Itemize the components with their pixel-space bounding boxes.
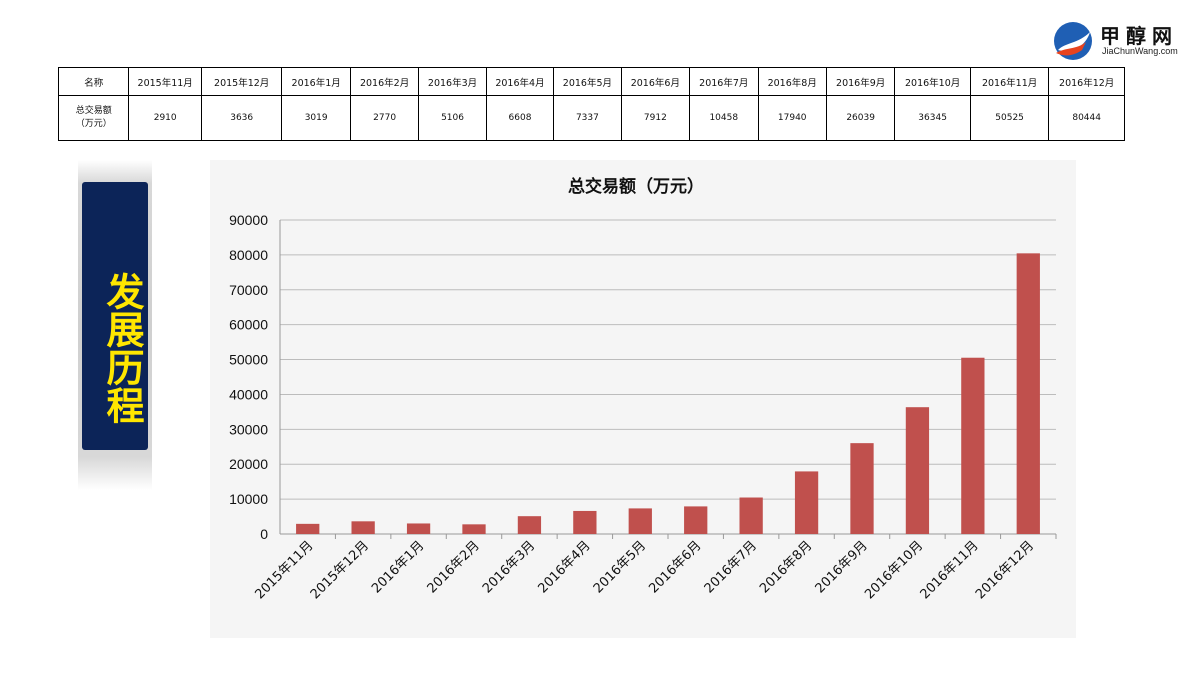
header-month-cell: 2016年8月	[757, 67, 827, 96]
x-tick-label: 2016年9月	[813, 538, 871, 596]
logo-english-name: JiaChunWang.com	[1102, 46, 1178, 56]
header-month-cell: 2015年11月	[128, 67, 202, 96]
value-cell: 10458	[689, 95, 759, 141]
transaction-table: 名称 2015年11月 2015年12月 2016年1月 2016年2月 2016年3月…	[57, 67, 1125, 141]
value-cell: 17940	[757, 95, 827, 141]
bar	[684, 506, 708, 534]
header-month-cell: 2016年4月	[485, 67, 555, 96]
header-month-cell: 2016年2月	[349, 67, 420, 96]
value-cell: 6608	[485, 95, 555, 141]
x-tick-label: 2016年7月	[702, 538, 760, 596]
logo-mark-icon	[1054, 22, 1092, 60]
bar	[628, 508, 652, 534]
x-tick-label: 2016年10月	[862, 538, 926, 602]
bar	[462, 524, 486, 534]
header-month-cell: 2016年7月	[689, 67, 759, 96]
y-tick-label: 60000	[229, 317, 268, 333]
x-tick-label: 2015年11月	[252, 538, 316, 602]
value-cell: 26039	[825, 95, 896, 141]
banner-panel: 发展历程	[82, 182, 148, 450]
x-tick-label: 2016年5月	[591, 538, 649, 596]
value-cell: 3636	[200, 95, 283, 141]
header-month-cell: 2015年12月	[200, 67, 283, 96]
x-tick-label: 2016年1月	[369, 538, 427, 596]
bar	[961, 357, 985, 534]
bar	[850, 443, 874, 534]
bar	[517, 516, 542, 534]
header-month-cell: 2016年5月	[553, 67, 622, 96]
row-label-cell: 总交易额 （万元）	[57, 95, 130, 141]
y-tick-label: 30000	[229, 421, 268, 437]
bar	[573, 510, 597, 534]
header-month-cell: 2016年3月	[418, 67, 487, 96]
value-cell: 80444	[1048, 95, 1125, 141]
value-cell: 7912	[620, 95, 691, 141]
bars	[296, 253, 1040, 534]
x-tick-label: 2016年3月	[480, 538, 538, 596]
value-cell: 3019	[281, 95, 351, 141]
bar	[905, 407, 930, 534]
bar-chart: 总交易额（万元） 0 10000 20000 30000 40000 50000 60000…	[229, 176, 1057, 602]
grid-lines	[279, 219, 1056, 535]
value-cell: 50525	[969, 95, 1050, 141]
value-cell: 36345	[894, 95, 971, 141]
x-tick-label: 2015年12月	[308, 538, 372, 602]
x-tick-label: 2016年2月	[425, 538, 483, 596]
row-label-line1: 总交易额	[75, 106, 112, 116]
x-tick-label: 2016年4月	[535, 538, 593, 596]
x-tick-label: 2016年11月	[918, 538, 982, 602]
y-axis-ticks: 0 10000 20000 30000 40000 50000 60000 70000 8000…	[229, 212, 268, 542]
bar	[794, 471, 819, 534]
chart-title: 总交易额（万元）	[568, 176, 704, 197]
value-cell: 7337	[553, 95, 622, 141]
x-tick-label: 2016年8月	[757, 538, 815, 596]
y-tick-label: 80000	[229, 247, 268, 263]
header-label-cell: 名称	[57, 67, 130, 96]
y-tick-label: 50000	[229, 352, 268, 368]
y-tick-label: 0	[260, 526, 268, 542]
banner-title: 发展历程	[100, 272, 144, 424]
header-month-cell: 2016年10月	[894, 67, 971, 96]
bar	[739, 497, 763, 534]
chart-panel	[210, 160, 1076, 638]
side-banner: 发展历程	[78, 160, 152, 490]
logo-chinese-name: 甲醇网	[1100, 24, 1178, 48]
x-tick-label: 2016年12月	[973, 538, 1037, 602]
value-cell: 2770	[349, 95, 420, 141]
value-cell: 2910	[128, 95, 202, 141]
header-month-cell: 2016年6月	[620, 67, 691, 96]
table-value-row: 总交易额 （万元） 2910 3636 3019 2770 5106 6608 7337 79…	[57, 95, 1125, 141]
y-tick-label: 40000	[229, 386, 268, 402]
header-month-cell: 2016年9月	[825, 67, 896, 96]
header-month-cell: 2016年1月	[281, 67, 351, 96]
y-tick-label: 20000	[229, 456, 268, 472]
value-cell: 5106	[418, 95, 487, 141]
bar	[406, 523, 431, 534]
header-month-cell: 2016年11月	[969, 67, 1050, 96]
jiachunwang-logo: 甲醇网 JiaChunWang.com	[1052, 14, 1192, 60]
table-header-row: 名称 2015年11月 2015年12月 2016年1月 2016年2月 2016年3月…	[57, 67, 1125, 96]
bar	[1016, 253, 1040, 534]
y-tick-label: 70000	[229, 282, 268, 298]
y-tick-label: 90000	[229, 212, 268, 228]
bar	[296, 523, 320, 534]
x-axis-ticks: 2015年11月2015年12月2016年1月2016年2月2016年3月201…	[252, 534, 1057, 602]
header-month-cell: 2016年12月	[1048, 67, 1125, 96]
x-tick-label: 2016年6月	[646, 538, 704, 596]
y-tick-label: 10000	[229, 491, 268, 507]
row-label-line2: （万元）	[75, 119, 112, 129]
bar	[351, 521, 375, 534]
